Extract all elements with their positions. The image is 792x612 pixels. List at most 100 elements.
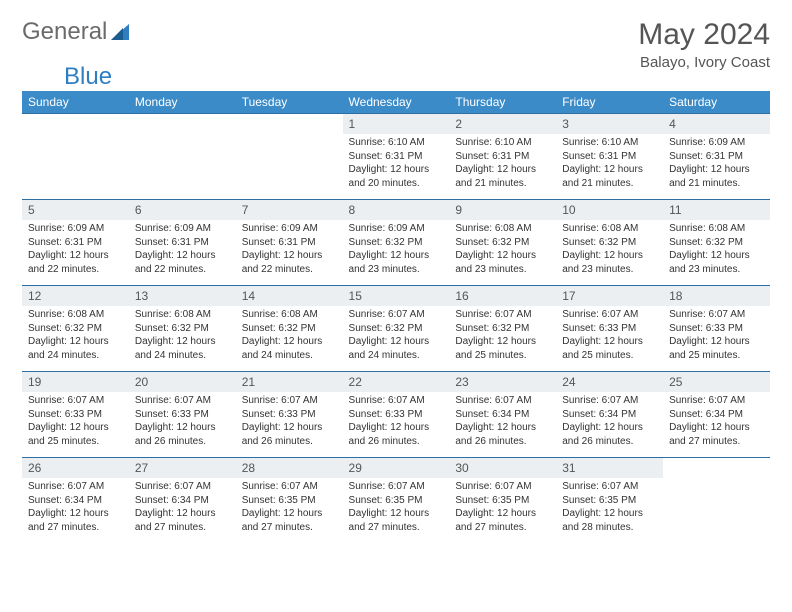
day-d1: Daylight: 12 hours [28,507,123,521]
calendar-day-cell: 9Sunrise: 6:08 AMSunset: 6:32 PMDaylight… [449,200,556,286]
day-number: 9 [449,200,556,220]
day-sr: Sunrise: 6:07 AM [669,394,764,408]
day-ss: Sunset: 6:32 PM [28,322,123,336]
day-ss: Sunset: 6:32 PM [562,236,657,250]
day-body: Sunrise: 6:08 AMSunset: 6:32 PMDaylight:… [556,220,663,280]
day-d1: Daylight: 12 hours [669,163,764,177]
day-d2: and 26 minutes. [455,435,550,449]
day-number: 14 [236,286,343,306]
day-ss: Sunset: 6:33 PM [669,322,764,336]
day-d1: Daylight: 12 hours [135,507,230,521]
day-ss: Sunset: 6:32 PM [349,236,444,250]
day-number: 1 [343,114,450,134]
calendar-day-cell: 19Sunrise: 6:07 AMSunset: 6:33 PMDayligh… [22,372,129,458]
day-sr: Sunrise: 6:07 AM [349,394,444,408]
day-d1: Daylight: 12 hours [349,507,444,521]
day-ss: Sunset: 6:33 PM [28,408,123,422]
day-sr: Sunrise: 6:07 AM [455,394,550,408]
day-number: 12 [22,286,129,306]
weekday-header: Wednesday [343,91,450,114]
day-d2: and 25 minutes. [28,435,123,449]
day-number: 29 [343,458,450,478]
day-body: Sunrise: 6:07 AMSunset: 6:32 PMDaylight:… [343,306,450,366]
calendar-day-cell: 23Sunrise: 6:07 AMSunset: 6:34 PMDayligh… [449,372,556,458]
calendar-body: 1Sunrise: 6:10 AMSunset: 6:31 PMDaylight… [22,114,770,544]
calendar-day-cell: 29Sunrise: 6:07 AMSunset: 6:35 PMDayligh… [343,458,450,544]
day-number: 11 [663,200,770,220]
day-body: Sunrise: 6:09 AMSunset: 6:32 PMDaylight:… [343,220,450,280]
day-number: 7 [236,200,343,220]
day-sr: Sunrise: 6:08 AM [28,308,123,322]
calendar-day-cell: 6Sunrise: 6:09 AMSunset: 6:31 PMDaylight… [129,200,236,286]
day-ss: Sunset: 6:34 PM [28,494,123,508]
day-ss: Sunset: 6:31 PM [562,150,657,164]
day-d1: Daylight: 12 hours [562,421,657,435]
day-d2: and 21 minutes. [455,177,550,191]
day-d1: Daylight: 12 hours [242,249,337,263]
day-sr: Sunrise: 6:09 AM [135,222,230,236]
day-number: 18 [663,286,770,306]
calendar-day-cell: 12Sunrise: 6:08 AMSunset: 6:32 PMDayligh… [22,286,129,372]
day-body: Sunrise: 6:07 AMSunset: 6:33 PMDaylight:… [236,392,343,452]
calendar-day-cell: 3Sunrise: 6:10 AMSunset: 6:31 PMDaylight… [556,114,663,200]
day-d1: Daylight: 12 hours [455,335,550,349]
day-d2: and 26 minutes. [349,435,444,449]
calendar-week-row: 1Sunrise: 6:10 AMSunset: 6:31 PMDaylight… [22,114,770,200]
calendar-day-cell [129,114,236,200]
day-ss: Sunset: 6:35 PM [349,494,444,508]
day-sr: Sunrise: 6:07 AM [349,480,444,494]
calendar-day-cell: 24Sunrise: 6:07 AMSunset: 6:34 PMDayligh… [556,372,663,458]
calendar-day-cell: 2Sunrise: 6:10 AMSunset: 6:31 PMDaylight… [449,114,556,200]
day-sr: Sunrise: 6:07 AM [242,480,337,494]
calendar-table: Sunday Monday Tuesday Wednesday Thursday… [22,91,770,544]
day-ss: Sunset: 6:31 PM [349,150,444,164]
day-ss: Sunset: 6:35 PM [455,494,550,508]
day-sr: Sunrise: 6:10 AM [562,136,657,150]
day-d1: Daylight: 12 hours [242,421,337,435]
day-body: Sunrise: 6:07 AMSunset: 6:34 PMDaylight:… [22,478,129,538]
day-number: 10 [556,200,663,220]
day-number: 30 [449,458,556,478]
day-sr: Sunrise: 6:08 AM [135,308,230,322]
day-body: Sunrise: 6:07 AMSunset: 6:34 PMDaylight:… [129,478,236,538]
calendar-day-cell: 28Sunrise: 6:07 AMSunset: 6:35 PMDayligh… [236,458,343,544]
weekday-header: Tuesday [236,91,343,114]
day-sr: Sunrise: 6:07 AM [455,308,550,322]
calendar-day-cell: 10Sunrise: 6:08 AMSunset: 6:32 PMDayligh… [556,200,663,286]
calendar-day-cell: 13Sunrise: 6:08 AMSunset: 6:32 PMDayligh… [129,286,236,372]
day-body: Sunrise: 6:08 AMSunset: 6:32 PMDaylight:… [22,306,129,366]
day-number: 23 [449,372,556,392]
calendar-week-row: 26Sunrise: 6:07 AMSunset: 6:34 PMDayligh… [22,458,770,544]
day-number: 22 [343,372,450,392]
day-d1: Daylight: 12 hours [669,421,764,435]
calendar-day-cell: 5Sunrise: 6:09 AMSunset: 6:31 PMDaylight… [22,200,129,286]
day-sr: Sunrise: 6:07 AM [562,394,657,408]
day-d1: Daylight: 12 hours [349,249,444,263]
day-sr: Sunrise: 6:07 AM [135,394,230,408]
day-d2: and 27 minutes. [455,521,550,535]
day-number: 25 [663,372,770,392]
day-ss: Sunset: 6:33 PM [135,408,230,422]
day-ss: Sunset: 6:31 PM [242,236,337,250]
day-d2: and 23 minutes. [669,263,764,277]
day-d1: Daylight: 12 hours [135,335,230,349]
day-ss: Sunset: 6:32 PM [455,236,550,250]
weekday-header: Saturday [663,91,770,114]
day-d1: Daylight: 12 hours [562,507,657,521]
day-sr: Sunrise: 6:07 AM [562,308,657,322]
weekday-header: Friday [556,91,663,114]
day-sr: Sunrise: 6:08 AM [562,222,657,236]
calendar-day-cell [22,114,129,200]
day-sr: Sunrise: 6:08 AM [242,308,337,322]
day-number: 17 [556,286,663,306]
day-ss: Sunset: 6:33 PM [242,408,337,422]
day-sr: Sunrise: 6:07 AM [242,394,337,408]
day-d1: Daylight: 12 hours [242,335,337,349]
day-body: Sunrise: 6:08 AMSunset: 6:32 PMDaylight:… [663,220,770,280]
day-sr: Sunrise: 6:08 AM [669,222,764,236]
day-number: 31 [556,458,663,478]
day-body: Sunrise: 6:07 AMSunset: 6:35 PMDaylight:… [343,478,450,538]
day-d2: and 24 minutes. [135,349,230,363]
day-d1: Daylight: 12 hours [562,335,657,349]
day-body: Sunrise: 6:07 AMSunset: 6:33 PMDaylight:… [663,306,770,366]
